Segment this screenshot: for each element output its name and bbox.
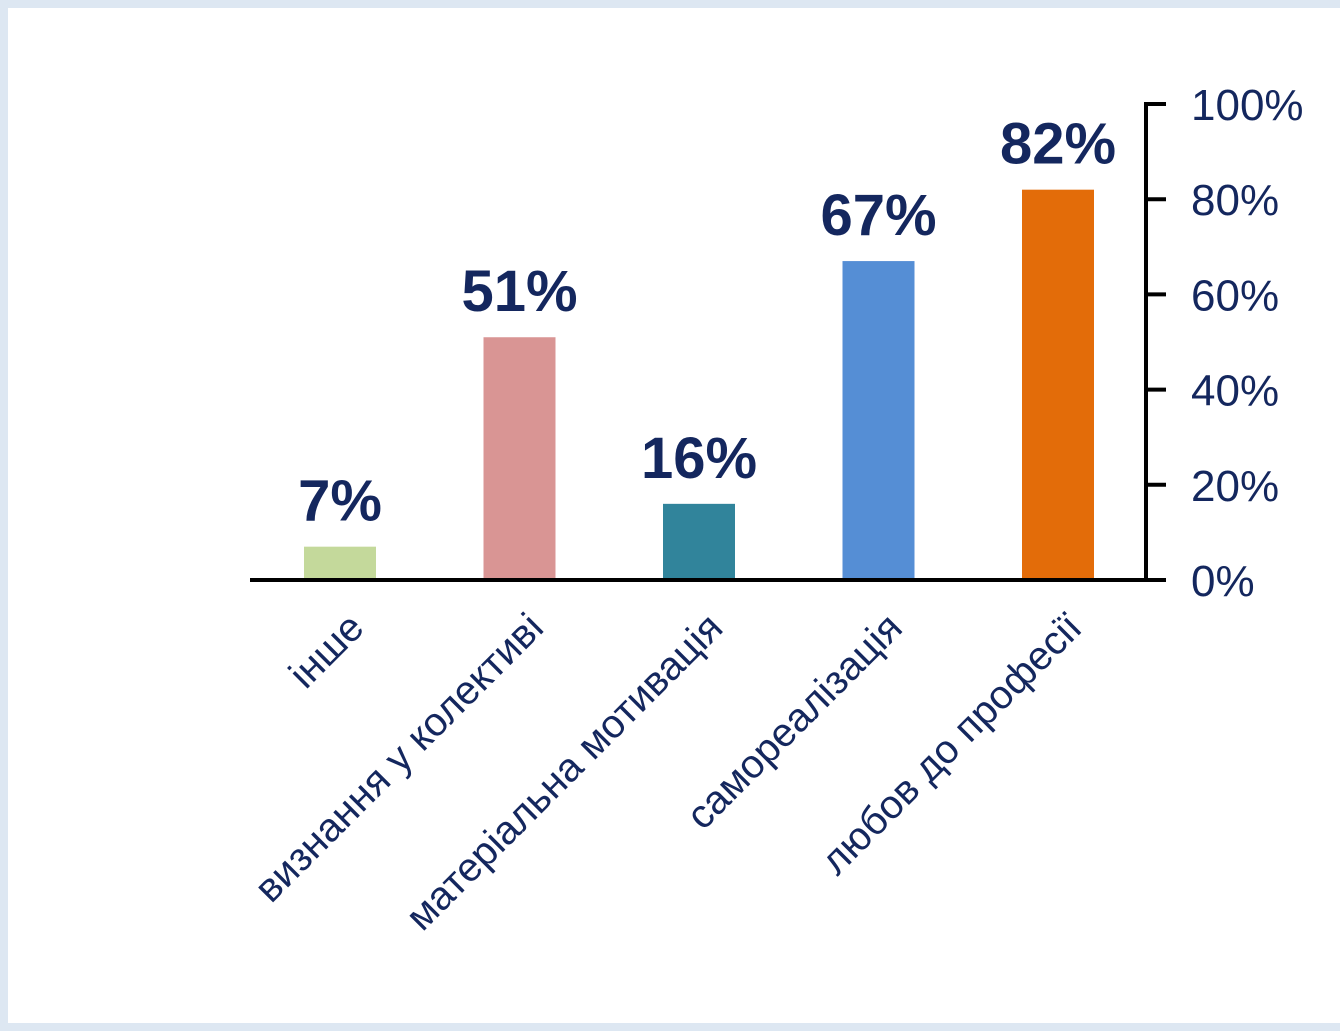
category-label-1: інше <box>281 605 372 696</box>
data-labels-group: 7% 51% 16% 67% 82% <box>298 112 1116 534</box>
y-tick-label-100: 100% <box>1191 81 1304 130</box>
axes-group <box>250 102 1148 582</box>
category-label-2: визнання у колективі <box>246 605 551 910</box>
y-tick-label-40: 40% <box>1191 367 1279 416</box>
bar-3 <box>663 503 735 580</box>
category-label-3: матеріальна мотивація <box>398 605 732 939</box>
y-tick-label-0: 0% <box>1191 557 1255 606</box>
y-tick-label-20: 20% <box>1191 462 1279 511</box>
bar-5 <box>1022 189 1094 580</box>
bar-1 <box>304 546 376 580</box>
y-ticks-group: 0% 20% 40% 60% 80% 100% <box>1146 81 1304 606</box>
data-label-5: 82% <box>1000 112 1116 177</box>
bar-2 <box>483 337 556 580</box>
y-tick-label-60: 60% <box>1191 271 1279 320</box>
bar-4 <box>842 261 915 580</box>
data-label-2: 51% <box>461 259 577 324</box>
y-tick-label-80: 80% <box>1191 176 1279 225</box>
data-label-3: 16% <box>641 426 757 491</box>
data-label-4: 67% <box>820 183 936 248</box>
data-label-1: 7% <box>298 469 382 534</box>
bars-group <box>304 189 1094 580</box>
